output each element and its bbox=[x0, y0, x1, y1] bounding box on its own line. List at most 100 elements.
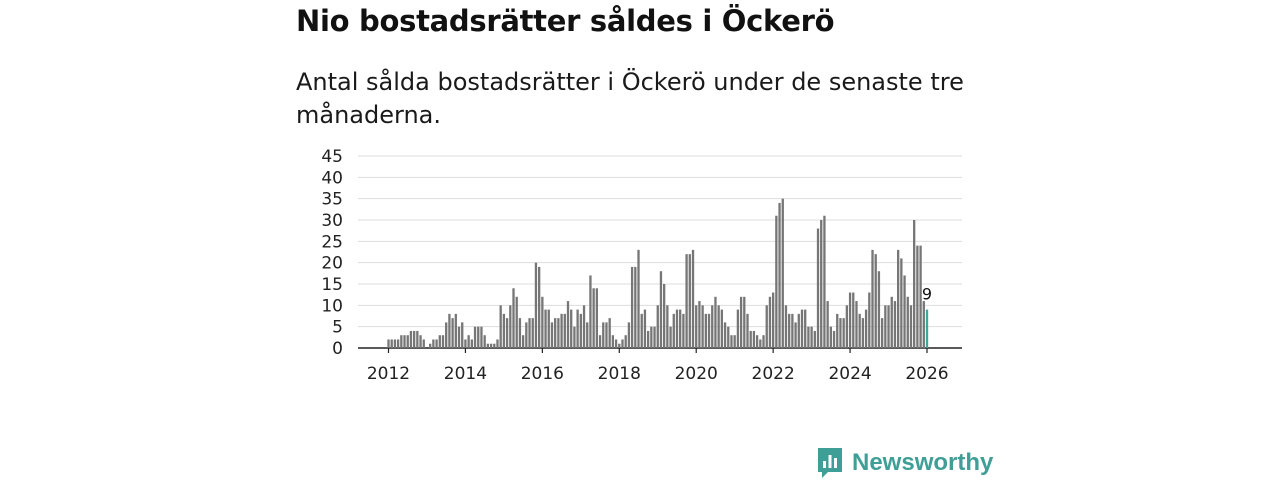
bar bbox=[480, 326, 483, 348]
bar bbox=[560, 313, 563, 348]
bar bbox=[602, 322, 605, 348]
bar bbox=[730, 335, 733, 348]
bar bbox=[723, 322, 727, 348]
bar bbox=[909, 305, 913, 348]
y-tick-label: 35 bbox=[321, 190, 343, 210]
y-tick-label: 40 bbox=[321, 168, 343, 188]
bar bbox=[890, 296, 893, 348]
bar bbox=[483, 335, 486, 348]
bar bbox=[813, 330, 816, 348]
bar bbox=[768, 296, 772, 348]
bar bbox=[563, 313, 566, 348]
bar bbox=[579, 313, 582, 348]
bar bbox=[682, 313, 685, 348]
bar bbox=[919, 245, 922, 348]
bar bbox=[576, 309, 579, 348]
chart-title: Nio bostadsrätter såldes i Öckerö bbox=[296, 4, 835, 38]
bar bbox=[672, 313, 675, 348]
bar bbox=[691, 249, 695, 348]
bar bbox=[505, 318, 509, 348]
bar bbox=[666, 305, 669, 348]
bar bbox=[637, 249, 640, 348]
bar bbox=[512, 288, 515, 348]
bar bbox=[406, 335, 409, 348]
x-tick-label: 2012 bbox=[367, 364, 410, 384]
bar bbox=[608, 318, 611, 348]
bar bbox=[557, 318, 560, 348]
bar bbox=[518, 318, 522, 348]
bar bbox=[429, 343, 432, 348]
y-tick-label: 30 bbox=[321, 211, 343, 231]
newsworthy-logo-icon bbox=[818, 448, 842, 478]
bar bbox=[871, 249, 874, 348]
chart-subtitle: Antal sålda bostadsrätter i Öckerö under… bbox=[296, 68, 964, 129]
bar bbox=[781, 198, 784, 348]
bar bbox=[755, 335, 759, 348]
bar bbox=[435, 339, 438, 348]
bar bbox=[448, 313, 451, 348]
bar bbox=[573, 326, 576, 348]
bar bbox=[848, 292, 852, 348]
bar bbox=[656, 305, 659, 348]
bar bbox=[749, 330, 752, 348]
bar bbox=[897, 249, 900, 348]
bar bbox=[582, 305, 586, 348]
bar bbox=[445, 322, 448, 348]
bar bbox=[855, 301, 858, 348]
x-tick-label: 2024 bbox=[828, 364, 871, 384]
bar bbox=[589, 275, 592, 348]
bar bbox=[650, 326, 653, 348]
y-tick-label: 45 bbox=[321, 147, 343, 167]
bar bbox=[528, 318, 531, 348]
bar bbox=[906, 296, 909, 348]
bar bbox=[634, 266, 637, 348]
x-tick-label: 2026 bbox=[905, 364, 948, 384]
bar bbox=[688, 254, 691, 348]
bar bbox=[646, 330, 650, 348]
bar bbox=[893, 301, 897, 348]
bar bbox=[643, 309, 647, 348]
bar bbox=[393, 339, 397, 348]
bar bbox=[701, 305, 704, 348]
bar bbox=[541, 296, 544, 348]
bar bbox=[852, 292, 855, 348]
bar bbox=[826, 301, 829, 348]
bar bbox=[489, 343, 493, 348]
bar bbox=[836, 313, 839, 348]
bar bbox=[707, 313, 711, 348]
bar bbox=[775, 215, 778, 348]
bar bbox=[387, 339, 390, 348]
bar bbox=[739, 296, 743, 348]
bar bbox=[640, 313, 643, 348]
bar bbox=[829, 326, 832, 348]
bar bbox=[624, 335, 627, 348]
bar bbox=[502, 313, 506, 348]
bar bbox=[400, 335, 403, 348]
y-tick-label: 25 bbox=[321, 232, 343, 252]
bar bbox=[714, 296, 717, 348]
bar bbox=[547, 309, 550, 348]
brand-name: Newsworthy bbox=[852, 449, 994, 476]
newsworthy-brand[interactable]: Newsworthy bbox=[816, 446, 993, 480]
bar bbox=[720, 309, 724, 348]
bar bbox=[566, 301, 570, 348]
bar bbox=[595, 288, 598, 348]
bar bbox=[457, 326, 461, 348]
bar bbox=[419, 335, 422, 348]
bar bbox=[627, 322, 631, 348]
bar bbox=[409, 330, 413, 348]
bar bbox=[823, 215, 826, 348]
bar bbox=[586, 322, 589, 348]
bar bbox=[743, 296, 746, 348]
bar bbox=[816, 228, 820, 348]
y-tick-label: 5 bbox=[332, 318, 343, 338]
y-tick-label: 10 bbox=[321, 296, 343, 316]
bar bbox=[880, 318, 884, 348]
bar bbox=[752, 330, 756, 348]
bar bbox=[493, 343, 496, 348]
bar bbox=[659, 271, 663, 348]
bar bbox=[653, 326, 656, 348]
bar bbox=[675, 309, 679, 348]
bar bbox=[534, 262, 538, 348]
bar bbox=[669, 326, 672, 348]
